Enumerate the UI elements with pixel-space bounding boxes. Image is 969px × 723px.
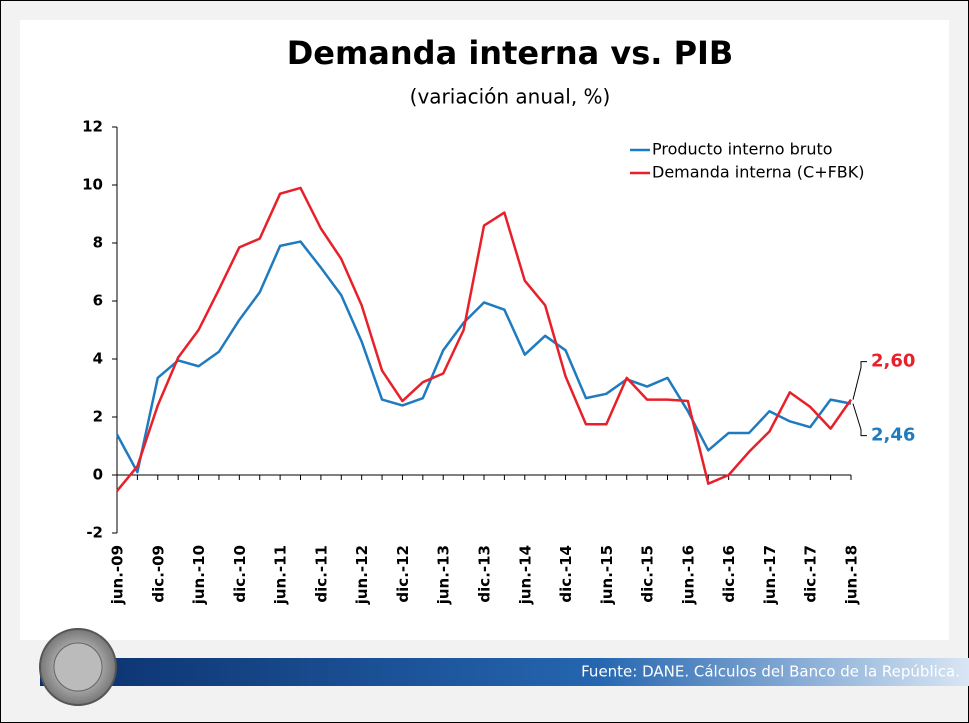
x-tick-label: dic.-12 [394,545,412,603]
x-tick-label: dic.-11 [312,545,330,603]
x-tick-label: jun.-13 [435,545,453,605]
y-tick-label: 8 [93,234,103,252]
x-tick-label: dic.-16 [720,545,738,603]
legend-label: Producto interno bruto [652,140,833,159]
value-label: 2,46 [871,425,915,446]
chart-subtitle: (variación anual, %) [410,85,611,109]
y-tick-label: 6 [93,292,103,310]
x-tick-label: dic.-13 [476,545,494,603]
logo-inner [53,642,103,692]
chart-title: Demanda interna vs. PIB [287,34,734,72]
y-tick-label: -2 [86,524,103,542]
plot: -2 0 2 4 6 8 10 12 jun.-09 dic.-09 jun.-10 dic.-10 j… [82,118,915,606]
x-tick-label: jun.-11 [272,545,290,605]
y-tick-label: 12 [82,118,103,136]
x-tick-label: jun.-17 [761,545,779,605]
value-label: 2,60 [871,351,915,372]
x-tick-label: jun.-09 [109,545,127,605]
y-tick-label: 4 [93,350,103,368]
chart-background [20,20,949,640]
x-tick-label: jun.-14 [516,545,534,605]
x-tick-label: dic.-09 [149,545,167,603]
x-tick-label: dic.-10 [231,545,249,603]
x-tick-label: jun.-10 [190,545,208,605]
x-tick-label: jun.-15 [598,545,616,605]
x-tick-label: jun.-12 [353,545,371,605]
series-line [115,240,852,474]
x-tick-label: dic.-14 [557,545,575,603]
y-tick-label: 10 [82,176,103,194]
x-tick-label: dic.-15 [639,545,657,603]
x-tick-label: dic.-17 [802,545,820,603]
source: Fuente: DANE. Cálculos del Banco de la R… [581,663,960,681]
x-tick-label: jun.-18 [843,545,861,605]
y-tick-label: 0 [93,466,103,484]
label-leader [852,361,867,400]
y-tick-label: 2 [93,408,103,426]
series-line [116,186,853,492]
label-leader [852,403,867,437]
x-tick-label: jun.-16 [679,545,697,605]
legend-label: Demanda interna (C+FBK) [652,163,865,182]
footer-bar [40,658,969,686]
